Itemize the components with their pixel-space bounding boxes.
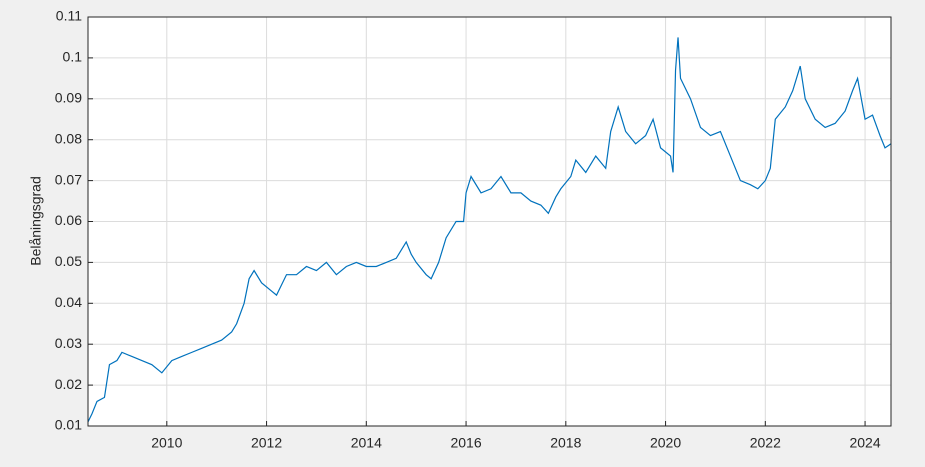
x-tick-label: 2018 [550,435,581,451]
x-tick-label: 2012 [251,435,282,451]
y-axis-label: Belåningsgrad [28,176,44,266]
y-tick-label: 0.01 [55,417,82,433]
marks [87,37,892,423]
y-tick-label: 0.02 [55,376,82,392]
x-tick-label: 2010 [151,435,182,451]
x-tick-label: 2020 [650,435,681,451]
y-tick-label: 0.08 [55,130,82,146]
y-tick-label: 0.06 [55,212,82,228]
y-tick-label: 0.1 [63,49,83,65]
y-tick-label: 0.03 [55,335,82,351]
y-tick-label: 0.05 [55,253,82,269]
y-tick-label: 0.07 [55,171,82,187]
y-tick-label: 0.04 [55,294,82,310]
x-tick-label: 2024 [849,435,880,451]
y-tick-label: 0.09 [55,90,82,106]
x-tick-label: 2022 [750,435,781,451]
data-line [87,37,892,423]
y-tick-label: 0.11 [56,8,82,24]
x-tick-label: 2014 [351,435,382,451]
x-tick-label: 2016 [450,435,481,451]
